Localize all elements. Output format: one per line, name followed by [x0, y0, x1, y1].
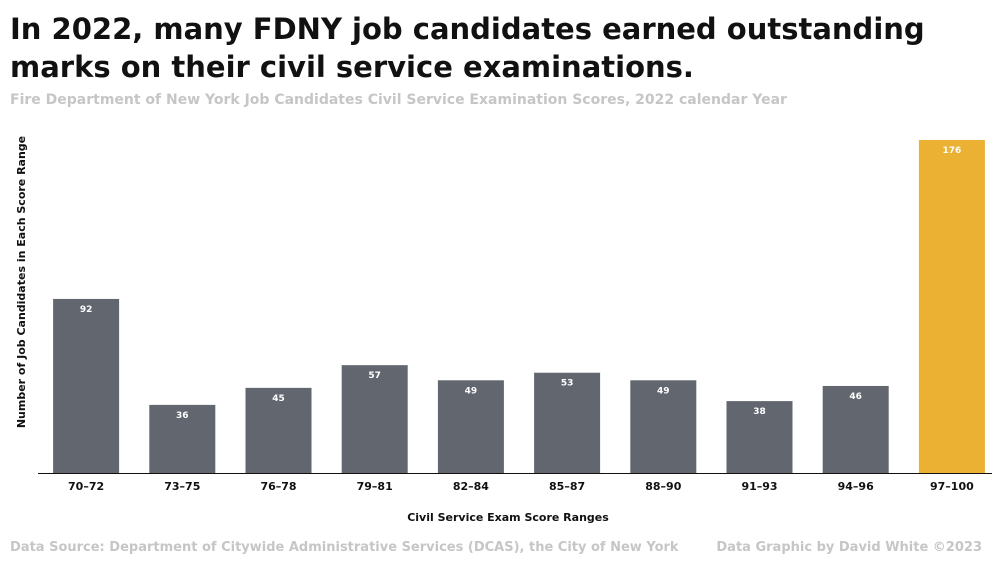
data-label-79–81: 57 — [368, 371, 381, 381]
bars-layer — [53, 140, 985, 473]
x-tick-label-82–84: 82–84 — [453, 480, 489, 493]
ticks-layer: 70–72 73–75 76–78 79–81 82–84 85–87 88–90 91–93… — [68, 480, 974, 493]
bar-76–78 — [245, 387, 312, 473]
x-tick-label-97–100: 97–100 — [930, 480, 974, 493]
x-tick-label-88–90: 88–90 — [645, 480, 681, 493]
data-label-91–93: 38 — [753, 407, 766, 417]
data-label-88–90: 49 — [657, 386, 670, 396]
bar-79–81 — [341, 365, 408, 473]
x-tick-label-76–78: 76–78 — [260, 480, 296, 493]
x-tick-label-91–93: 91–93 — [741, 480, 777, 493]
x-tick-label-85–87: 85–87 — [549, 480, 585, 493]
labels-layer: 92 36 45 57 49 53 49 38 46 176 — [80, 146, 961, 421]
chart-subtitle: Fire Department of New York Job Candidat… — [10, 92, 787, 108]
data-source-footer: Data Source: Department of Citywide Admi… — [10, 540, 679, 555]
chart-title: In 2022, many FDNY job candidates earned… — [10, 12, 925, 84]
x-axis-title: Civil Service Exam Score Ranges — [407, 511, 609, 524]
y-axis-title: Number of Job Candidates in Each Score R… — [15, 136, 28, 428]
bar-94–96 — [822, 385, 889, 473]
data-label-73–75: 36 — [176, 411, 189, 421]
credit-footer: Data Graphic by David White ©2023 — [716, 540, 982, 555]
bar-73–75 — [149, 404, 216, 473]
x-tick-label-70–72: 70–72 — [68, 480, 104, 493]
x-tick-label-73–75: 73–75 — [164, 480, 200, 493]
bar-82–84 — [437, 380, 504, 473]
x-tick-label-94–96: 94–96 — [838, 480, 874, 493]
data-label-97–100: 176 — [943, 146, 962, 156]
data-label-82–84: 49 — [465, 386, 478, 396]
bar-85–87 — [534, 372, 601, 473]
x-tick-label-79–81: 79–81 — [357, 480, 393, 493]
data-label-70–72: 92 — [80, 305, 93, 315]
data-label-76–78: 45 — [272, 394, 285, 404]
bar-91–93 — [726, 401, 793, 473]
bar-70–72 — [53, 298, 120, 473]
data-label-94–96: 46 — [849, 392, 862, 402]
data-label-85–87: 53 — [561, 379, 574, 389]
bar-97–100 — [918, 140, 985, 473]
bar-88–90 — [630, 380, 697, 473]
